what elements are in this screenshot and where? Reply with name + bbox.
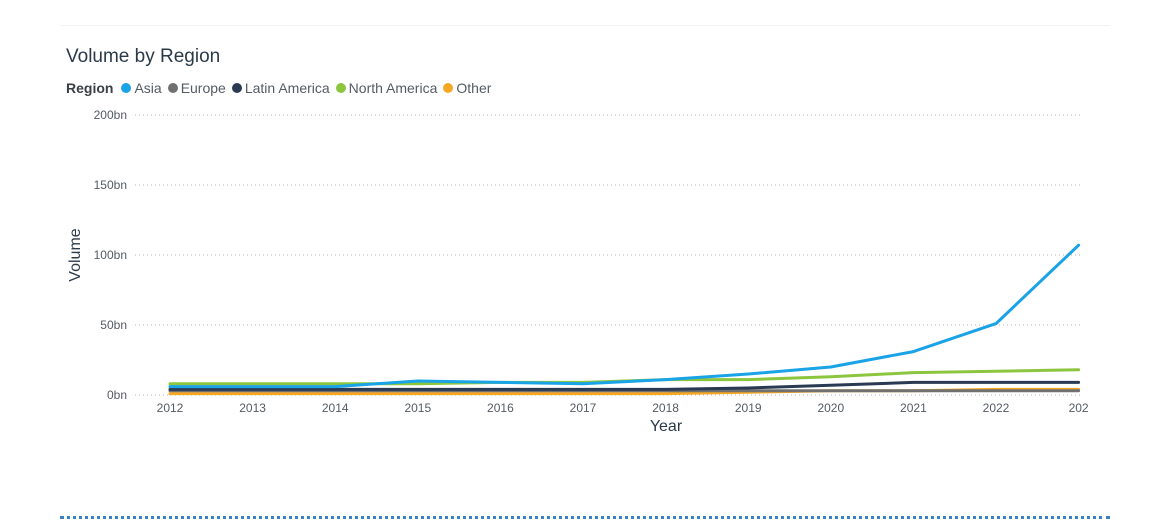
x-tick-label: 2016	[487, 401, 514, 415]
legend-label-other: Other	[456, 80, 492, 96]
gridlines	[135, 114, 1082, 396]
legend-dot-asia	[121, 83, 132, 93]
legend-item-latin-america[interactable]: Latin America	[231, 80, 330, 96]
legend-item-other[interactable]: Other	[443, 80, 491, 96]
legend-dot-europe	[167, 83, 178, 93]
legend-dot-north-america	[335, 83, 346, 93]
y-axis-ticks: 0bn 50bn 100bn 150bn 200bn	[94, 108, 127, 402]
y-tick-label: 50bn	[100, 318, 127, 332]
x-tick-label: 202	[1069, 401, 1089, 415]
y-tick-label: 0bn	[107, 388, 127, 402]
y-tick-label: 100bn	[94, 248, 127, 262]
series-lines	[168, 243, 1081, 396]
x-tick-label: 2012	[157, 401, 184, 415]
x-axis-label: Year	[650, 418, 683, 435]
top-divider	[60, 25, 1110, 26]
legend-item-europe[interactable]: Europe	[167, 80, 226, 96]
legend-label-north-america: North America	[348, 80, 438, 96]
x-tick-label: 2019	[735, 401, 762, 415]
x-tick-label: 2014	[322, 401, 349, 415]
x-tick-label: 2013	[239, 401, 266, 415]
x-tick-label: 2020	[817, 401, 844, 415]
series-line-latin-america[interactable]	[168, 380, 1081, 391]
legend-label-asia: Asia	[134, 80, 162, 96]
y-tick-label: 200bn	[94, 108, 127, 122]
x-tick-label: 2018	[652, 401, 679, 415]
x-tick-label: 2017	[570, 401, 597, 415]
bottom-divider	[60, 516, 1110, 519]
legend-dot-latin-america	[231, 83, 242, 93]
x-tick-label: 2022	[983, 401, 1010, 415]
y-tick-label: 150bn	[94, 178, 127, 192]
x-tick-label: 2015	[404, 401, 431, 415]
legend-label-europe: Europe	[180, 80, 226, 96]
legend-title: Region	[66, 80, 114, 96]
legend: Region Asia Europe Latin America North A…	[66, 80, 497, 96]
legend-label-latin-america: Latin America	[244, 80, 330, 96]
x-tick-label: 2021	[900, 401, 927, 415]
legend-item-asia[interactable]: Asia	[121, 80, 162, 96]
series-line-asia[interactable]	[168, 243, 1081, 389]
x-axis-ticks: 2012 2013 2014 2015 2016 2017 2018 2019 2020 2021…	[157, 401, 1089, 415]
chart-title: Volume by Region	[66, 46, 221, 67]
y-axis-label: Volume	[67, 228, 84, 281]
legend-dot-other	[443, 83, 454, 93]
legend-item-north-america[interactable]: North America	[335, 80, 438, 96]
